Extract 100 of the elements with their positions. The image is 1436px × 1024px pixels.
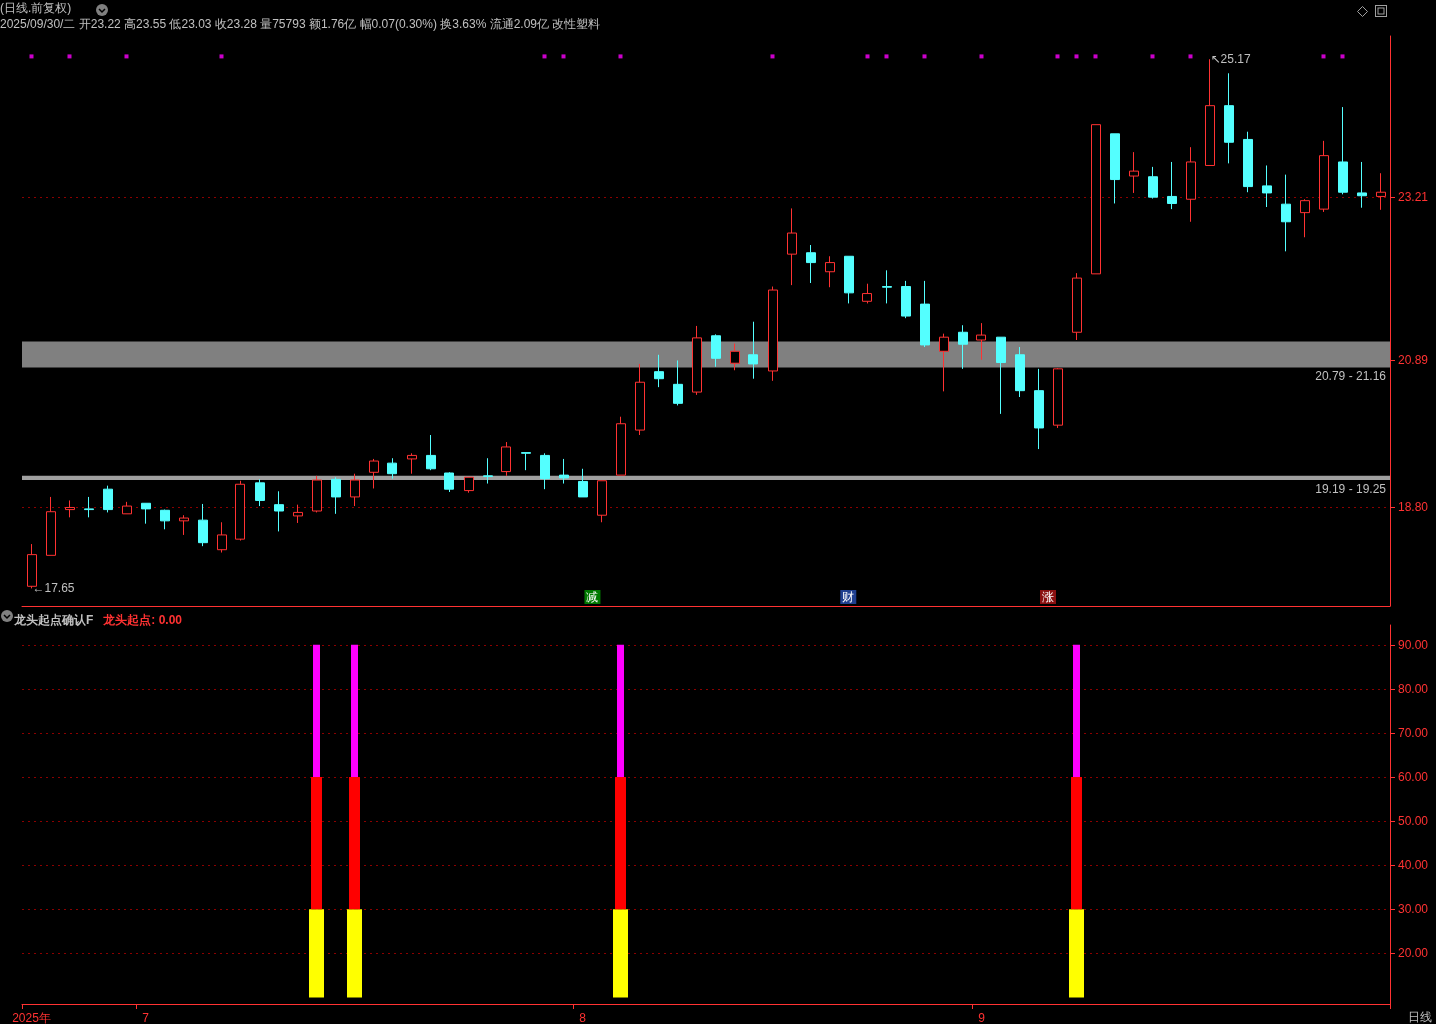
- annotation: 减: [586, 590, 599, 604]
- y-tick-label: 20.89: [1398, 353, 1429, 368]
- bar: [349, 777, 360, 910]
- candlestick: [901, 280, 911, 319]
- x-tick-label: 8: [579, 1011, 587, 1024]
- candlestick: [217, 521, 227, 554]
- y-tick-label: 90.00: [1398, 637, 1429, 652]
- candlestick: [976, 322, 986, 361]
- candlestick: [331, 476, 341, 515]
- candlestick: [825, 255, 835, 288]
- annotation: ←17.65: [32, 581, 75, 596]
- candlestick: [958, 324, 968, 370]
- candlestick: [806, 244, 816, 284]
- candlestick: [103, 485, 113, 513]
- bar: [1073, 644, 1080, 778]
- y-tick-label: 23.21: [1398, 190, 1429, 205]
- y-tick-label: 18.80: [1398, 500, 1429, 515]
- y-tick-label: 70.00: [1398, 725, 1429, 740]
- candlestick: [198, 503, 208, 547]
- chart-subtitle: 2025/09/30/二 开23.22 高23.55 低23.03 收23.28 量75793 额1.76亿 幅0.07(0.30%) 换3.63% 流通2.09亿 改性塑料: [0, 17, 601, 31]
- candlestick: [635, 363, 645, 436]
- x-tick-label: 9: [978, 1011, 986, 1024]
- candlestick: [730, 343, 740, 371]
- y-tick-label: 80.00: [1398, 681, 1429, 696]
- candlestick: [1224, 72, 1234, 164]
- candlestick: [464, 476, 474, 494]
- candlestick: [692, 325, 702, 396]
- candlestick: [46, 496, 56, 556]
- candlestick: [1262, 164, 1272, 208]
- candlestick: [387, 457, 397, 480]
- candlestick: [235, 480, 245, 542]
- candlestick: [501, 441, 511, 477]
- bar: [309, 909, 324, 998]
- candlestick: [540, 452, 550, 490]
- candlestick: [578, 468, 588, 498]
- bar: [615, 777, 626, 910]
- candlestick: [369, 458, 379, 489]
- candlestick: [1376, 172, 1386, 211]
- candlestick: [1053, 367, 1063, 429]
- candlestick: [559, 458, 569, 485]
- candlestick: [483, 457, 493, 485]
- annotation: 财: [842, 590, 855, 604]
- candlestick: [274, 490, 284, 532]
- candlestick: [996, 336, 1006, 415]
- y-tick-label: 60.00: [1398, 770, 1429, 785]
- bar: [311, 777, 322, 910]
- candlestick: [1300, 198, 1310, 238]
- candlestick: [787, 207, 797, 286]
- candlestick: [1281, 174, 1291, 252]
- candlestick: [882, 269, 892, 304]
- candlestick: [597, 480, 607, 523]
- candlestick: [673, 359, 683, 406]
- chart-title: (日线.前复权): [0, 1, 72, 15]
- candlestick: [293, 504, 303, 524]
- candlestick: [122, 501, 132, 515]
- candlestick: [748, 321, 758, 380]
- candlestick: [444, 471, 454, 493]
- candlestick: [654, 354, 664, 388]
- candlestick: [616, 416, 626, 476]
- annotation: ↖25.17: [1210, 52, 1251, 67]
- bar: [347, 909, 362, 998]
- candlestick: [1357, 161, 1367, 209]
- candlestick: [84, 496, 94, 518]
- y-tick-label: 30.00: [1398, 902, 1429, 917]
- y-tick-label: 40.00: [1398, 858, 1429, 873]
- text: 日线: [1408, 1010, 1432, 1024]
- candlestick: [768, 286, 778, 382]
- x-tick-label: 7: [142, 1011, 150, 1024]
- candlestick: [27, 543, 37, 589]
- candlestick: [350, 473, 360, 507]
- bar: [1071, 777, 1082, 910]
- candlestick: [426, 434, 436, 471]
- chart-subtitle: 龙头起点: 0.00: [102, 613, 183, 627]
- y-tick-label: 50.00: [1398, 814, 1429, 829]
- bar: [617, 644, 624, 778]
- candlestick: [1072, 272, 1082, 341]
- candlestick: [65, 499, 75, 518]
- candlestick: [862, 283, 872, 304]
- candlestick: [1243, 131, 1253, 193]
- candlestick: [255, 478, 265, 507]
- candlestick: [521, 452, 531, 471]
- candlestick: [1338, 106, 1348, 195]
- candlestick: [141, 502, 151, 525]
- candlestick: [1319, 140, 1329, 213]
- chart-title: 龙头起点确认F: [13, 613, 94, 627]
- candlestick: [160, 509, 170, 530]
- band-label: 19.19 - 19.25: [1315, 482, 1387, 497]
- annotation: 涨: [1042, 590, 1054, 604]
- candlestick: [1186, 146, 1196, 223]
- candlestick: [939, 333, 949, 392]
- bar: [613, 909, 628, 998]
- candlestick: [312, 475, 322, 513]
- candlestick: [1129, 151, 1139, 194]
- y-tick-label: 20.00: [1398, 946, 1429, 961]
- band-label: 20.79 - 21.16: [1315, 369, 1387, 384]
- candlestick: [407, 452, 417, 475]
- candlestick: [1148, 166, 1158, 200]
- candlestick: [844, 255, 854, 304]
- candlestick: [1110, 133, 1120, 204]
- x-tick-label: 2025年: [12, 1011, 51, 1024]
